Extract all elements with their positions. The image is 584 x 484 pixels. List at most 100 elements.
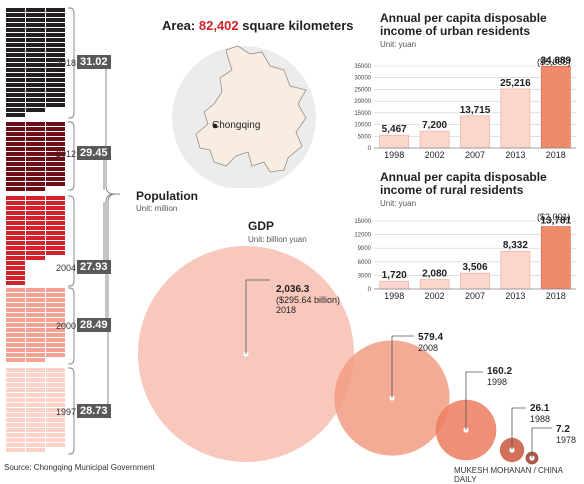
population-block — [6, 323, 25, 327]
population-block — [46, 38, 65, 42]
population-block — [46, 246, 65, 250]
chongqing-map — [172, 45, 316, 188]
pop-value-2018: 31.02 — [77, 55, 111, 69]
population-block — [26, 293, 45, 297]
population-block — [46, 206, 65, 210]
population-block — [26, 433, 45, 437]
population-block — [26, 68, 45, 72]
population-block — [6, 201, 25, 205]
population-block — [46, 152, 65, 156]
population-block — [26, 182, 45, 186]
population-block — [6, 358, 25, 362]
population-block — [46, 137, 65, 141]
population-block — [46, 182, 65, 186]
pop-value-1997: 28.73 — [77, 404, 111, 418]
population-block — [6, 293, 25, 297]
pop-year-2000: 2000 — [56, 321, 77, 331]
population-block — [6, 162, 25, 166]
gdp-2018-year: 2018 — [276, 305, 297, 315]
population-block — [6, 393, 25, 397]
population-block — [26, 23, 45, 27]
population-block — [46, 216, 65, 220]
population-block — [46, 438, 65, 442]
population-block — [46, 221, 65, 225]
population-block — [26, 152, 45, 156]
population-block — [26, 383, 45, 387]
population-block — [46, 398, 65, 402]
x-tick-label: 2007 — [465, 150, 485, 160]
map-region — [195, 45, 307, 173]
population-block — [26, 132, 45, 136]
rural-title-line2: income of rural residents — [380, 183, 524, 197]
population-block — [6, 378, 25, 382]
population-block — [6, 78, 25, 82]
urban-unit: Unit: yuan — [380, 40, 417, 49]
population-block — [26, 393, 45, 397]
population-block — [26, 358, 45, 362]
population-block — [26, 38, 45, 42]
x-tick-label: 1998 — [384, 291, 404, 301]
population-block — [6, 23, 25, 27]
population-block — [46, 88, 65, 92]
population-block — [46, 93, 65, 97]
population-block — [46, 298, 65, 302]
population-block — [6, 127, 25, 131]
population-block — [6, 221, 25, 225]
population-block — [6, 408, 25, 412]
population-block — [46, 43, 65, 47]
population-block — [6, 373, 25, 377]
bar-value-label: 34,889 — [541, 55, 572, 66]
population-block — [26, 78, 45, 82]
population-block — [26, 108, 45, 112]
population-block — [26, 162, 45, 166]
population-block — [26, 196, 45, 200]
gdp-unit: Unit: billion yuan — [248, 235, 307, 244]
population-block — [6, 58, 25, 62]
population-block — [46, 423, 65, 427]
population-block — [6, 303, 25, 307]
population-block — [46, 338, 65, 342]
pop-year-2004: 2004 — [56, 263, 77, 273]
population-block — [26, 206, 45, 210]
pop-value-2012: 29.45 — [77, 146, 111, 160]
area-label: Area: — [162, 18, 196, 33]
pop-year-1997: 1997 — [56, 407, 77, 417]
population-block — [6, 33, 25, 37]
population-block — [46, 103, 65, 107]
population-block — [46, 157, 65, 161]
urban-title-line1: Annual per capita disposable — [380, 11, 547, 25]
population-block — [26, 127, 45, 131]
x-tick-label: 2018 — [546, 291, 566, 301]
source-note: Source: Chongqing Municipal Government — [4, 463, 155, 472]
population-block — [46, 68, 65, 72]
population-block — [46, 73, 65, 77]
y-tick-label: 9000 — [358, 246, 372, 252]
population-block — [26, 448, 45, 452]
y-tick-label: 20000 — [354, 99, 371, 105]
gdp-1988-label: 26.1 1988 — [530, 403, 550, 424]
population-block — [26, 167, 45, 171]
population-block — [6, 108, 25, 112]
y-tick-label: 25000 — [354, 87, 371, 93]
y-tick-label: 15000 — [354, 111, 371, 117]
population-block — [26, 43, 45, 47]
area-heading: Area: 82,402 square kilometers — [162, 18, 354, 33]
population-block — [46, 373, 65, 377]
population-block — [6, 182, 25, 186]
population-block — [6, 261, 25, 265]
population-block — [46, 393, 65, 397]
population-block — [46, 98, 65, 102]
rural-income-chart: 0 3000 6000 9000 12000 15000 1,720 1998 2,080 200… — [354, 216, 576, 301]
population-block — [26, 256, 45, 260]
population-block — [46, 201, 65, 205]
population-block — [26, 413, 45, 417]
population-block — [26, 408, 45, 412]
population-block — [26, 93, 45, 97]
population-block — [6, 418, 25, 422]
x-tick-label: 2013 — [505, 150, 525, 160]
population-block — [6, 338, 25, 342]
x-tick-label: 2002 — [425, 150, 445, 160]
population-block — [6, 276, 25, 280]
population-block — [26, 201, 45, 205]
